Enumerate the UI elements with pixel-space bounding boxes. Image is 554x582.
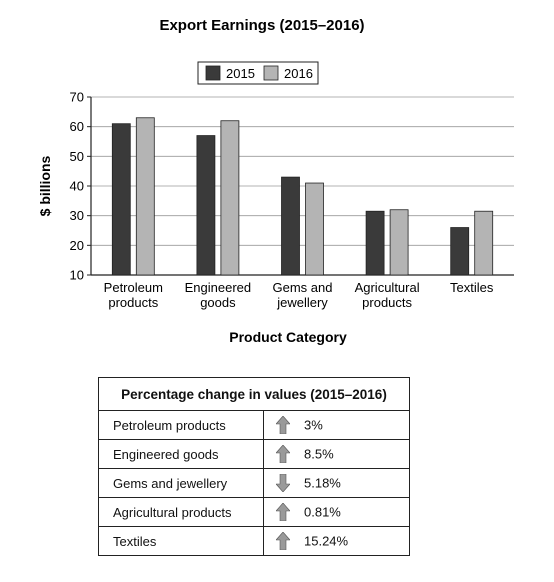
row-change-cell: 5.18% bbox=[263, 468, 410, 498]
bar-2016-4 bbox=[474, 210, 494, 276]
table-row: Agricultural products 0.81% bbox=[98, 497, 410, 527]
row-label: Engineered goods bbox=[98, 439, 264, 469]
up-arrow-icon bbox=[276, 532, 290, 550]
x-tick-label-line: Engineered bbox=[185, 280, 252, 295]
bar-2016-3 bbox=[389, 209, 409, 276]
table-row: Gems and jewellery 5.18% bbox=[98, 468, 410, 498]
bar-2015-4 bbox=[450, 227, 470, 276]
y-tick-label: 30 bbox=[70, 208, 84, 223]
row-change-cell: 8.5% bbox=[263, 439, 410, 469]
down-arrow-icon bbox=[276, 474, 290, 492]
table-row: Textiles 15.24% bbox=[98, 526, 410, 556]
row-label: Textiles bbox=[98, 526, 264, 556]
row-label: Gems and jewellery bbox=[98, 468, 264, 498]
percentage-change-table-container: Percentage change in values (2015–2016) … bbox=[98, 377, 410, 556]
y-axis-label: $ billions bbox=[37, 155, 53, 216]
row-change-value: 5.18% bbox=[304, 475, 341, 491]
bar-2015-0 bbox=[111, 123, 131, 276]
table-row: Engineered goods 8.5% bbox=[98, 439, 410, 469]
row-change-cell: 0.81% bbox=[263, 497, 410, 527]
y-tick-label: 40 bbox=[70, 179, 84, 194]
x-tick-label-line: products bbox=[108, 295, 158, 310]
row-change-value: 15.24% bbox=[304, 533, 349, 549]
chart-title: Export Earnings (2015–2016) bbox=[159, 17, 364, 34]
legend-swatch-2016 bbox=[263, 65, 279, 81]
y-tick-label: 50 bbox=[70, 149, 84, 164]
x-tick-label: Engineered goods bbox=[185, 280, 252, 310]
table-header: Percentage change in values (2015–2016) bbox=[98, 377, 410, 411]
x-tick-label-line: goods bbox=[200, 295, 236, 310]
x-tick-label-line: Gems and bbox=[273, 280, 333, 295]
x-axis-label: Product Category bbox=[229, 329, 347, 345]
row-change-cell: 15.24% bbox=[263, 526, 410, 556]
legend-label-2015: 2015 bbox=[226, 66, 255, 81]
up-arrow-icon bbox=[276, 503, 290, 521]
y-tick-label: 70 bbox=[70, 90, 84, 105]
x-tick-label-line: jewellery bbox=[276, 295, 328, 310]
legend-box bbox=[197, 61, 319, 85]
bar-chart: Export Earnings (2015–2016) 2015 2016 10 20 3… bbox=[37, 17, 514, 345]
legend-label-2016: 2016 bbox=[284, 66, 313, 81]
y-tick-label: 60 bbox=[70, 119, 84, 134]
bar-2016-0 bbox=[135, 117, 155, 276]
up-arrow-icon bbox=[276, 416, 290, 434]
row-change-value: 3% bbox=[304, 417, 323, 433]
bar-2016-2 bbox=[305, 182, 324, 276]
x-tick-label-line: products bbox=[362, 295, 412, 310]
table-row: Petroleum products 3% bbox=[98, 410, 410, 440]
y-tick-label: 10 bbox=[70, 268, 84, 283]
table-header-row: Percentage change in values (2015–2016) bbox=[98, 377, 410, 411]
up-arrow-icon bbox=[276, 445, 290, 463]
bar-2015-2 bbox=[281, 176, 300, 276]
bar-2015-1 bbox=[196, 135, 216, 276]
legend-swatch-2015 bbox=[205, 65, 221, 81]
row-change-value: 0.81% bbox=[304, 504, 341, 520]
row-change-value: 8.5% bbox=[304, 446, 334, 462]
row-label: Agricultural products bbox=[98, 497, 264, 527]
percentage-change-table: Percentage change in values (2015–2016) … bbox=[98, 377, 410, 556]
x-tick-label: Textiles bbox=[450, 280, 494, 295]
bar-2016-1 bbox=[220, 120, 240, 276]
x-tick-label: Gems and jewellery bbox=[273, 280, 333, 310]
x-tick-label-line: Agricultural bbox=[355, 280, 420, 295]
x-tick-label: Petroleum products bbox=[104, 280, 163, 310]
y-tick-label: 20 bbox=[70, 238, 84, 253]
x-tick-label-line: Textiles bbox=[450, 280, 494, 295]
x-tick-label: Agricultural products bbox=[355, 280, 420, 310]
row-label: Petroleum products bbox=[98, 410, 264, 440]
bar-2015-3 bbox=[365, 210, 385, 276]
row-change-cell: 3% bbox=[263, 410, 410, 440]
x-tick-label-line: Petroleum bbox=[104, 280, 163, 295]
